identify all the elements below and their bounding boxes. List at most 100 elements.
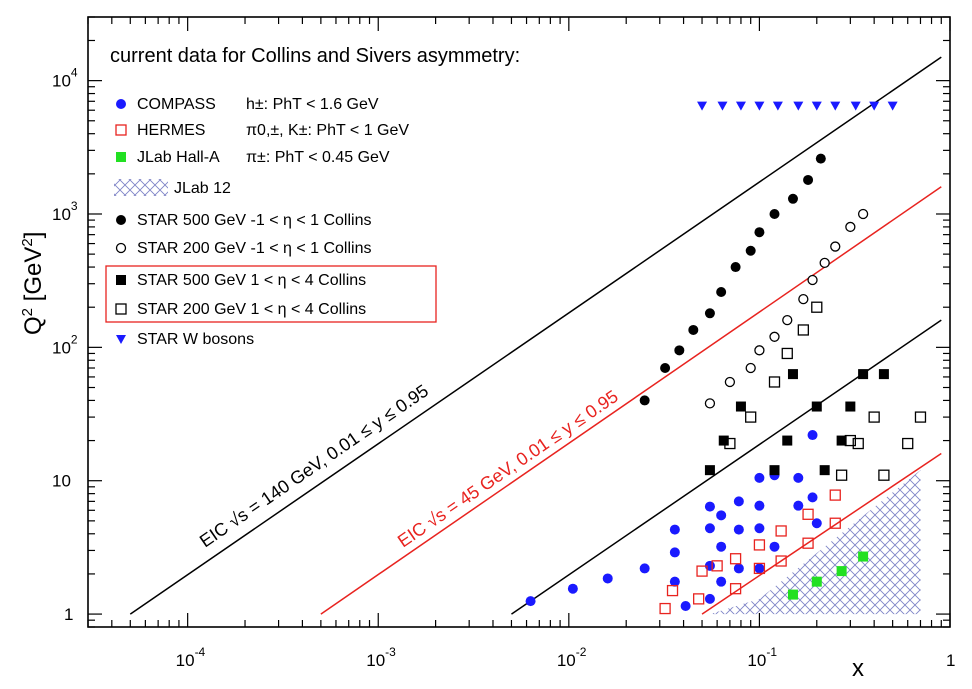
legend-label: STAR 500 GeV -1 < η < 1 Collins	[137, 212, 371, 229]
legend-cut: π0,±, K±: PhT < 1 GeV	[246, 122, 409, 139]
star-200-gev-1-1-collins-point	[769, 331, 780, 342]
y-tick-exponent: 2	[71, 332, 78, 346]
legend-marker	[116, 99, 126, 109]
compass-point	[669, 524, 680, 535]
y-tick-label: 10	[52, 472, 71, 491]
compass-point	[793, 500, 804, 511]
hermes-point	[753, 539, 766, 551]
star-500-gev-1-1-collins-point	[769, 208, 780, 219]
star-500-gev-1-1-collins-point	[716, 287, 727, 298]
compass-point	[639, 563, 650, 574]
y-axis-title-part: Q	[20, 316, 47, 335]
y-axis-title-part: ]	[20, 232, 47, 239]
eic-kinematic-line	[701, 452, 942, 615]
compass-point	[602, 573, 613, 584]
x-axis-title: x	[852, 655, 864, 682]
legend-label: STAR 200 GeV 1 < η < 4 Collins	[137, 301, 366, 318]
compass-point	[807, 492, 818, 503]
star-w-bosons-point	[717, 101, 728, 111]
star-w-bosons-point	[850, 101, 861, 111]
hermes-point	[659, 602, 671, 615]
star-500-gev-1-1-collins-point	[639, 395, 650, 406]
x-tick-label: 10-1	[747, 645, 777, 670]
legend-highlight-frame	[105, 265, 437, 323]
eic-140-label: EIC √s = 140 GeV, 0.01 ≤ y ≤ 0.95	[196, 380, 432, 551]
hermes-point	[802, 537, 814, 549]
legend-label: STAR 500 GeV 1 < η < 4 Collins	[137, 272, 366, 289]
star-500-gev-1-1-collins-point	[754, 227, 765, 238]
star-w-bosons-point	[735, 101, 746, 111]
y-axis-title-text: Q2 [GeV2]	[19, 232, 47, 335]
hermes-point	[729, 553, 742, 565]
jlab-hall-a-point	[836, 566, 847, 577]
hermes-point	[711, 560, 723, 572]
compass-point	[733, 563, 744, 574]
compass-point	[811, 518, 822, 529]
x-tick-exponent: -3	[385, 645, 396, 659]
star-200-gev-1-1-collins-point	[782, 314, 793, 326]
star-200-gev-1-1-collins-point	[830, 241, 841, 252]
hermes-point	[666, 584, 679, 597]
y-tick-label: 102	[52, 332, 78, 357]
star-w-bosons-point	[754, 101, 765, 111]
legend-marker	[115, 303, 127, 315]
star-200-gev-1-4-collins-point	[768, 376, 781, 388]
star-500-gev-1-1-collins-point	[787, 193, 798, 204]
star-500-gev-1-4-collins-point	[878, 369, 889, 380]
star-500-gev-1-1-collins-point	[803, 174, 814, 185]
compass-point	[567, 583, 578, 594]
x-tick-label: 1	[946, 651, 955, 670]
legend-cut: π±: PhT < 0.45 GeV	[246, 149, 390, 166]
star-200-gev-1-4-collins-point	[811, 301, 823, 313]
hermes-point	[775, 525, 787, 537]
jlab-hall-a-point	[858, 551, 869, 562]
x-tick-exponent: -2	[576, 645, 587, 659]
legend: COMPASS h±: PhT < 1.6 GeV HERMES π0,±, K±: …	[105, 96, 437, 348]
y-axis-title: Q2 [GeV2]	[19, 232, 47, 335]
hermes-point	[693, 593, 705, 605]
star-200-gev-1-4-collins-point	[797, 324, 809, 336]
star-200-gev-1-1-collins-point	[807, 274, 818, 286]
compass-point	[807, 430, 818, 441]
star-500-gev-1-1-collins-point	[674, 345, 685, 356]
star-200-gev-1-4-collins-point	[781, 347, 793, 360]
legend-marker	[116, 152, 126, 162]
star-500-gev-1-1-collins-point	[660, 363, 671, 374]
compass-point	[733, 496, 744, 507]
legend-marker	[116, 215, 126, 225]
jlab-hall-a-point	[787, 589, 798, 600]
star-500-gev-1-4-collins-point	[819, 465, 830, 476]
y-axis-title-sup: 2	[19, 238, 36, 246]
hermes-point	[696, 565, 708, 577]
jlab12-hatched-region	[709, 470, 921, 615]
hermes-point	[729, 583, 742, 595]
compass-point	[669, 547, 680, 558]
star-500-gev-1-4-collins-point	[718, 435, 729, 446]
star-w-bosons-point	[869, 101, 880, 111]
hermes-point	[802, 508, 814, 520]
star-200-gev-1-4-collins-point	[868, 411, 880, 423]
star-200-gev-1-1-collins-point	[819, 257, 830, 269]
jlab-hall-a-point	[811, 576, 822, 587]
star-500-gev-1-4-collins-point	[782, 435, 793, 446]
star-200-gev-1-4-collins-point	[835, 469, 848, 481]
compass-point	[754, 523, 765, 534]
star-500-gev-1-4-collins-point	[858, 369, 869, 380]
star-200-gev-1-4-collins-point	[902, 437, 914, 450]
legend-label: STAR W bosons	[137, 331, 254, 348]
plot-frame	[87, 16, 951, 628]
star-200-gev-1-4-collins-point	[745, 411, 757, 423]
compass-point	[754, 472, 765, 483]
y-tick-label: 1	[64, 605, 73, 624]
compass-point	[669, 576, 680, 587]
legend-label: HERMES	[137, 122, 205, 139]
compass-point	[754, 500, 765, 511]
star-500-gev-1-4-collins-point	[704, 465, 715, 476]
star-w-bosons-point	[793, 101, 804, 111]
star-w-bosons-point	[887, 101, 898, 111]
compass-point	[680, 600, 691, 611]
star-500-gev-1-4-collins-point	[769, 465, 780, 476]
legend-marker	[116, 275, 126, 285]
star-500-gev-1-4-collins-point	[811, 401, 822, 412]
eic-45-label: EIC √s = 45 GeV, 0.01 ≤ y ≤ 0.95	[394, 386, 622, 551]
